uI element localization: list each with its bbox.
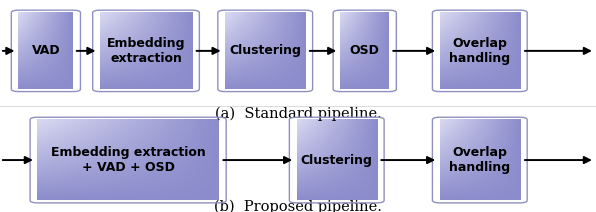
Text: VAD: VAD [32, 44, 60, 57]
Text: Embedding
extraction: Embedding extraction [107, 37, 185, 65]
Text: OSD: OSD [350, 44, 380, 57]
Text: Clustering: Clustering [229, 44, 301, 57]
Text: Embedding extraction
+ VAD + OSD: Embedding extraction + VAD + OSD [51, 146, 206, 174]
Text: Clustering: Clustering [301, 153, 372, 167]
Text: Overlap
handling: Overlap handling [449, 146, 510, 174]
Text: (b)  Proposed pipeline.: (b) Proposed pipeline. [214, 199, 382, 212]
Text: Overlap
handling: Overlap handling [449, 37, 510, 65]
Text: (a)  Standard pipeline.: (a) Standard pipeline. [215, 106, 381, 121]
